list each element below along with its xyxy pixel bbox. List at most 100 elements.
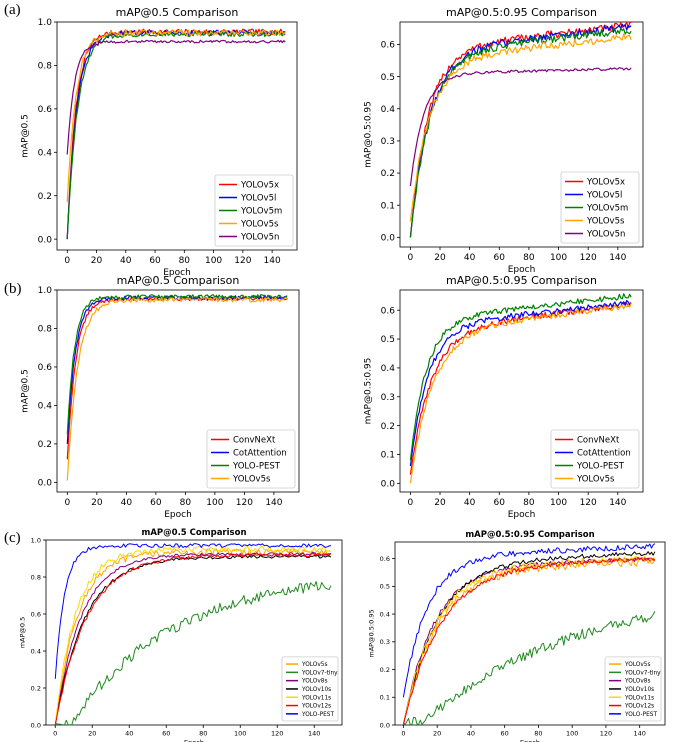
chart-2: mAP@0.5:0.95 Comparison 0 20 40 60 80 100 120 14… — [363, 6, 644, 275]
x-tick-label: 80 — [523, 498, 535, 508]
x-tick-label: 80 — [523, 253, 535, 263]
x-tick-label: 100 — [550, 253, 567, 263]
series-line-yolov11s — [54, 545, 332, 725]
legend-label: YOLOv5m — [586, 203, 628, 213]
y-tick-label: 0.8 — [38, 325, 53, 335]
x-tick-label: 120 — [271, 730, 283, 738]
chart-title: mAP@0.5:0.95 Comparison — [465, 530, 594, 540]
x-tick-label: 140 — [609, 253, 626, 263]
panel-label-b: (b) — [4, 281, 22, 297]
legend-label: YOLOv5s — [576, 474, 615, 484]
x-tick-label: 0 — [408, 498, 414, 508]
y-tick-label: 0.5 — [380, 583, 390, 591]
series-line-yolov5m — [409, 27, 632, 238]
x-tick-label: 140 — [609, 498, 626, 508]
x-tick-label: 20 — [88, 730, 96, 738]
x-tick-label: 140 — [264, 256, 281, 266]
legend-label: YOLOv5m — [240, 206, 282, 216]
legend-label: YOLOv7-tiny — [624, 670, 661, 676]
y-axis-label: mAP@0.5 — [20, 369, 30, 413]
x-tick-label: 140 — [265, 498, 282, 508]
y-tick-label: 0.0 — [381, 479, 396, 489]
x-axis-label: Epoch — [520, 739, 540, 742]
y-tick-label: 0.2 — [380, 666, 390, 674]
y-tick-label: 0.1 — [380, 694, 390, 702]
x-tick-label: 60 — [149, 256, 161, 266]
y-tick-label: 0.2 — [381, 422, 395, 432]
legend-label: YOLOv5s — [301, 662, 328, 668]
series-line-yolov11s — [402, 555, 656, 725]
x-tick-label: 60 — [501, 730, 509, 738]
legend-label: YOLOv5n — [586, 229, 625, 239]
x-tick-label: 40 — [464, 498, 476, 508]
x-axis-label: Epoch — [508, 265, 536, 275]
x-tick-label: 20 — [91, 256, 103, 266]
legend-label: YOLOv10s — [624, 687, 654, 693]
chart-3: mAP@0.5 Comparison 0 20 40 60 80 100 120 140 0.0 0… — [20, 274, 300, 520]
x-tick-label: 120 — [234, 256, 251, 266]
x-axis-label: Epoch — [508, 510, 536, 520]
x-tick-label: 0 — [64, 256, 70, 266]
series-line-yolov5s — [66, 296, 288, 481]
legend-label: YOLOv7-tiny — [301, 670, 338, 676]
series-line-cotattention — [409, 300, 632, 467]
chart-5: mAP@0.5 Comparison 0 20 40 60 80 100 120 140 0.0 0… — [19, 528, 343, 742]
legend-label: CotAttention — [577, 448, 631, 458]
series-line-yolo-pest — [54, 543, 332, 679]
y-axis-label: mAP@0.5:0.95 — [363, 358, 373, 425]
series-line-yolov12s — [402, 557, 656, 725]
legend-box — [214, 174, 294, 247]
x-tick-label: 0 — [64, 498, 70, 508]
x-tick-label: 0 — [401, 730, 405, 738]
x-tick-label: 120 — [600, 730, 612, 738]
y-tick-label: 0.0 — [38, 235, 53, 245]
x-tick-label: 100 — [206, 498, 223, 508]
y-tick-label: 1.0 — [38, 286, 53, 296]
y-tick-label: 0.3 — [381, 393, 395, 403]
legend-label: ConvNeXt — [233, 435, 276, 445]
x-tick-label: 20 — [434, 498, 446, 508]
y-axis-label: mAP@0.5 — [20, 114, 30, 158]
y-tick-label: 0.6 — [31, 610, 41, 618]
y-tick-label: 0.6 — [381, 41, 396, 51]
legend: YOLOv5s YOLOv7-tiny YOLOv8s YOLOv10s YOLOv11… — [281, 656, 339, 722]
x-axis-label: Epoch — [164, 510, 192, 520]
legend: ConvNeXt CotAttention YOLO-PEST YOLOv5s — [550, 429, 640, 489]
y-tick-label: 1.0 — [38, 18, 53, 28]
chart-title: mAP@0.5 Comparison — [117, 274, 240, 287]
series-line-yolov7-tiny — [403, 610, 656, 726]
legend: YOLOv5s YOLOv7-tiny YOLOv8s YOLOv10s YOLOv11… — [604, 656, 662, 722]
x-tick-label: 80 — [534, 730, 542, 738]
y-tick-label: 0.6 — [380, 555, 390, 563]
legend: ConvNeXt CotAttention YOLO-PEST YOLOv5s — [206, 429, 296, 489]
legend: YOLOv5x YOLOv5l YOLOv5m YOLOv5s YOLOv5n — [214, 174, 294, 247]
series-line-yolov12s — [54, 552, 331, 725]
series-line-yolov5n — [409, 67, 632, 186]
chart-title: mAP@0.5:0.95 Comparison — [446, 6, 597, 19]
legend-label: YOLO-PEST — [232, 461, 281, 471]
legend-label: YOLOv5s — [240, 219, 279, 229]
x-axis-label: Epoch — [184, 739, 204, 742]
x-tick-label: 100 — [550, 498, 567, 508]
panel-label-c: (c) — [4, 530, 21, 546]
y-tick-label: 0.2 — [38, 192, 52, 202]
chart-1: mAP@0.5 Comparison 0 20 40 60 80 100 120 140 0.0 0… — [20, 6, 298, 278]
y-tick-label: 0.0 — [381, 234, 396, 244]
y-axis-label: mAP@0.5:0.95 — [368, 609, 376, 657]
x-tick-label: 120 — [236, 498, 253, 508]
x-tick-label: 80 — [179, 256, 191, 266]
legend-label: YOLOv8s — [624, 679, 651, 685]
y-tick-label: 0.6 — [38, 363, 53, 373]
series-line-yolo-pest — [409, 293, 632, 461]
y-tick-label: 0.2 — [31, 684, 41, 692]
y-axis-label: mAP@0.5:0.95 — [363, 101, 373, 168]
series-line-yolo-pest — [402, 543, 656, 698]
x-tick-label: 20 — [434, 253, 446, 263]
series-line-yolov5s — [66, 29, 286, 203]
y-tick-label: 0.4 — [381, 364, 396, 374]
chart-title: mAP@0.5 Comparison — [142, 528, 247, 538]
x-tick-label: 140 — [633, 730, 645, 738]
x-tick-label: 120 — [580, 498, 597, 508]
y-tick-label: 0.8 — [38, 62, 53, 72]
x-tick-label: 0 — [53, 730, 57, 738]
